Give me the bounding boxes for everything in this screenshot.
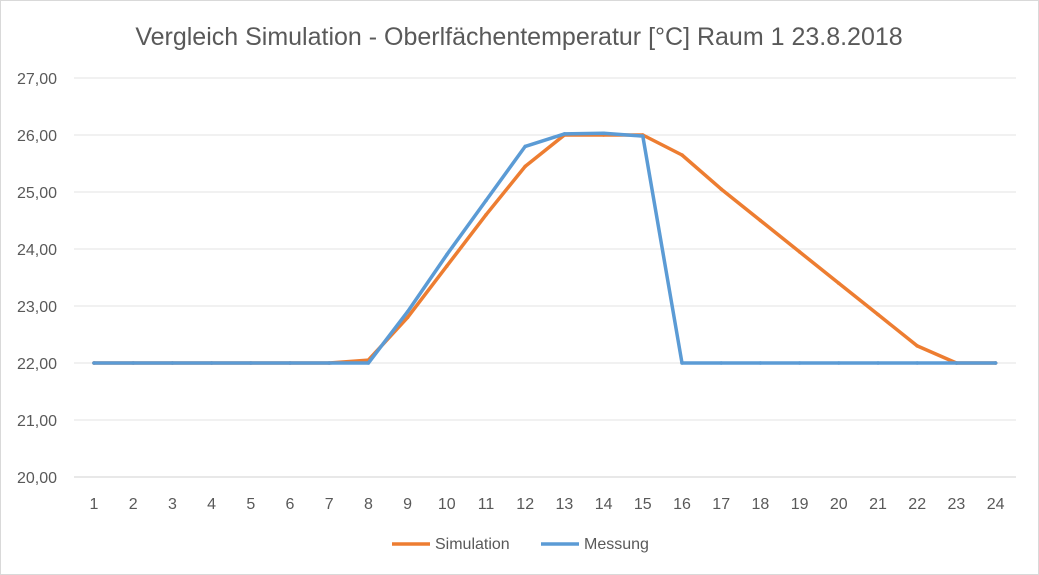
x-tick-label: 20: [830, 496, 848, 513]
data-point-messung: [92, 361, 96, 365]
x-tick-label: 24: [987, 496, 1005, 513]
y-tick-label: 27,00: [17, 71, 57, 88]
x-tick-label: 11: [478, 496, 495, 513]
data-point-messung: [523, 144, 527, 149]
y-tick-label: 20,00: [17, 470, 57, 487]
data-point-simulation: [837, 281, 841, 285]
x-tick-label: 19: [791, 496, 809, 513]
x-tick-label: 5: [246, 496, 255, 513]
x-tick-label: 22: [908, 496, 926, 513]
y-tick-label: 22,00: [17, 356, 57, 373]
x-tick-label: 15: [634, 496, 652, 513]
y-tick-label: 26,00: [17, 128, 57, 145]
x-tick-label: 6: [286, 496, 295, 513]
y-tick-label: 21,00: [17, 413, 57, 430]
series-lines: [92, 131, 998, 365]
x-tick-label: 7: [325, 496, 334, 513]
x-tick-label: 13: [556, 496, 574, 513]
x-tick-label: 23: [948, 496, 966, 513]
y-axis-tick-labels: 20,00 21,00 22,00 23,00 24,00 25,00 26,00 27,00: [17, 71, 57, 487]
data-point-simulation: [915, 344, 919, 348]
x-tick-label: 21: [869, 496, 887, 513]
data-point-messung: [758, 361, 763, 365]
data-point-simulation: [484, 213, 488, 217]
y-tick-label: 25,00: [17, 185, 57, 202]
data-point-simulation: [680, 153, 684, 157]
data-point-messung: [837, 361, 841, 365]
data-point-simulation: [876, 312, 880, 317]
gridlines: [74, 77, 1016, 478]
y-tick-label: 23,00: [17, 299, 57, 316]
data-point-messung: [719, 361, 723, 365]
x-tick-label: 10: [438, 496, 456, 513]
chart-title: Vergleich Simulation - Oberlfächentemper…: [135, 23, 902, 51]
data-point-messung: [131, 361, 135, 365]
legend-label-messung: Messung: [584, 536, 649, 553]
data-point-simulation: [797, 250, 802, 254]
x-tick-label: 4: [207, 496, 216, 513]
data-point-simulation: [758, 218, 763, 223]
data-point-messung: [915, 361, 919, 365]
data-point-messung: [680, 361, 684, 365]
data-point-messung: [993, 361, 998, 365]
x-tick-label: 8: [364, 496, 373, 513]
x-tick-label: 18: [752, 496, 770, 513]
x-tick-label: 16: [673, 496, 691, 513]
data-point-messung: [288, 361, 292, 365]
x-tick-label: 1: [90, 496, 99, 513]
x-tick-label: 17: [712, 496, 730, 513]
data-point-messung: [876, 361, 880, 365]
x-tick-label: 12: [516, 496, 534, 513]
data-point-messung: [366, 361, 371, 365]
data-point-simulation: [405, 315, 410, 320]
data-point-messung: [405, 309, 410, 314]
legend-label-simulation: Simulation: [435, 536, 510, 553]
data-point-messung: [170, 361, 175, 365]
data-point-messung: [954, 361, 959, 365]
data-point-messung: [562, 132, 567, 136]
data-point-messung: [249, 361, 253, 365]
data-point-messung: [601, 131, 606, 136]
x-tick-label: 2: [129, 496, 138, 513]
data-point-messung: [484, 198, 488, 203]
legend: Simulation Messung: [392, 536, 649, 553]
data-point-messung: [445, 252, 449, 257]
data-point-simulation: [445, 264, 449, 268]
x-axis-tick-labels: 1 2 3 4 5 6 7 8 9 10 11 12 13 14 15 16 17 18 19 20 21 22 23 24: [90, 496, 1005, 513]
y-tick-label: 24,00: [17, 242, 57, 259]
series-line-messung: [92, 131, 998, 365]
data-point-messung: [797, 361, 802, 365]
x-tick-label: 9: [403, 496, 412, 513]
data-point-messung: [209, 361, 214, 365]
data-point-messung: [327, 361, 331, 365]
data-point-simulation: [719, 187, 723, 191]
data-point-messung: [641, 134, 645, 138]
x-tick-label: 3: [168, 496, 177, 513]
x-tick-label: 14: [595, 496, 613, 513]
data-point-simulation: [523, 164, 527, 169]
